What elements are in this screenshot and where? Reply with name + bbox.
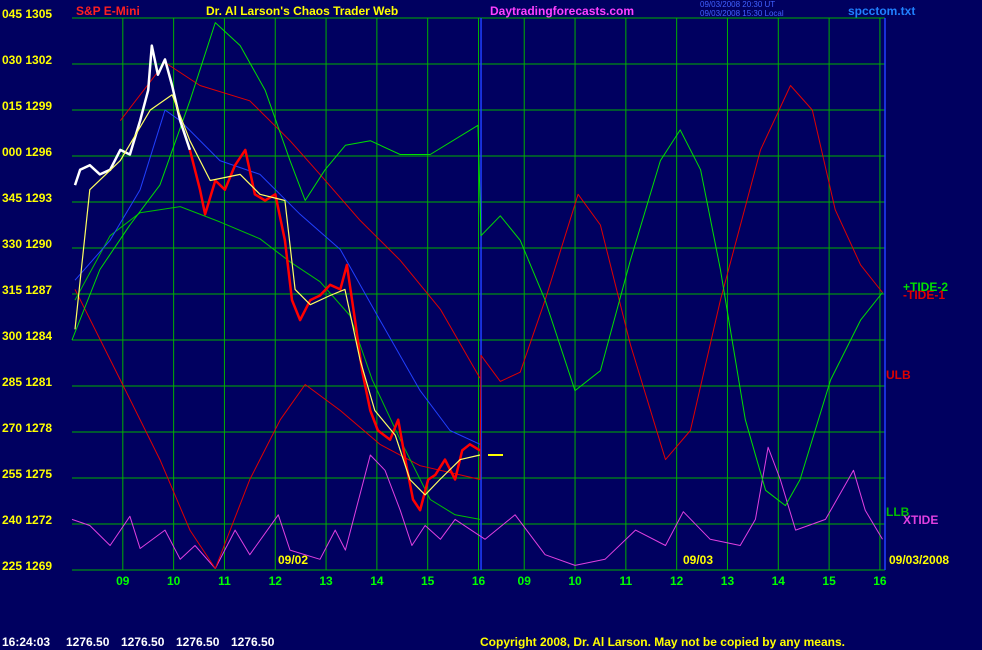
- x-tick-label: 13: [319, 574, 333, 588]
- series-line: [71, 446, 883, 569]
- y-tick-label: 225 1269: [2, 559, 52, 573]
- y-tick-label: 030 1302: [2, 53, 52, 67]
- x-tick-label: 12: [269, 574, 283, 588]
- x-tick-label: 16: [472, 574, 486, 588]
- y-tick-label: 315 1287: [2, 283, 52, 297]
- legend-label: XTIDE: [903, 513, 938, 527]
- series-line: [71, 22, 883, 507]
- series-line: [74, 109, 481, 445]
- y-tick-label: 045 1305: [2, 7, 52, 21]
- series-line: [74, 85, 883, 569]
- x-tick-label: 09: [518, 574, 532, 588]
- y-tick-label: 240 1272: [2, 513, 52, 527]
- y-tick-label: 330 1290: [2, 237, 52, 251]
- timestamp: 09/03/2008 20:30 UT: [700, 0, 775, 9]
- status-price: 1276.50: [231, 635, 275, 649]
- series-line: [73, 44, 192, 186]
- file-name: spcctom.txt: [848, 4, 915, 18]
- series-line: [119, 62, 481, 379]
- chart-subtitle: Dr. Al Larson's Chaos Trader Web: [206, 4, 398, 18]
- x-tick-label: 12: [670, 574, 684, 588]
- legend-label: ULB: [886, 368, 911, 382]
- x-tick-label: 15: [822, 574, 836, 588]
- x-tick-label: 10: [167, 574, 181, 588]
- series-line: [188, 148, 481, 512]
- website: Daytradingforecasts.com: [490, 4, 634, 18]
- x-tick-label: 15: [421, 574, 435, 588]
- date-label: 09/03/2008: [889, 553, 949, 567]
- legend-label: +TIDE-2: [903, 280, 948, 294]
- x-tick-label: 10: [568, 574, 582, 588]
- legend-label: LLB: [886, 505, 910, 519]
- x-tick-label: 14: [370, 574, 384, 588]
- status-price: 1276.50: [176, 635, 220, 649]
- series-line: [74, 94, 481, 496]
- x-tick-label: 16: [873, 574, 887, 588]
- x-tick-label: 14: [772, 574, 786, 588]
- y-tick-label: 345 1293: [2, 191, 52, 205]
- y-tick-label: 255 1275: [2, 467, 52, 481]
- x-tick-label: 13: [721, 574, 735, 588]
- date-label: 09/03: [683, 553, 713, 567]
- chart-title: S&P E-Mini: [76, 4, 140, 18]
- copyright: Copyright 2008, Dr. Al Larson. May not b…: [480, 635, 845, 649]
- y-tick-label: 285 1281: [2, 375, 52, 389]
- legend-label: -TIDE-1: [903, 288, 945, 302]
- x-tick-label: 11: [620, 574, 633, 588]
- timestamp: 09/03/2008 15:30 Local: [700, 9, 784, 18]
- y-tick-label: 015 1299: [2, 99, 52, 113]
- y-tick-label: 000 1296: [2, 145, 52, 159]
- status-price: 1276.50: [66, 635, 110, 649]
- status-time: 16:24:03: [2, 635, 50, 649]
- y-tick-label: 300 1284: [2, 329, 52, 343]
- x-tick-label: 11: [218, 574, 231, 588]
- date-label: 09/02: [278, 553, 308, 567]
- status-price: 1276.50: [121, 635, 165, 649]
- y-tick-label: 270 1278: [2, 421, 52, 435]
- x-tick-label: 09: [116, 574, 130, 588]
